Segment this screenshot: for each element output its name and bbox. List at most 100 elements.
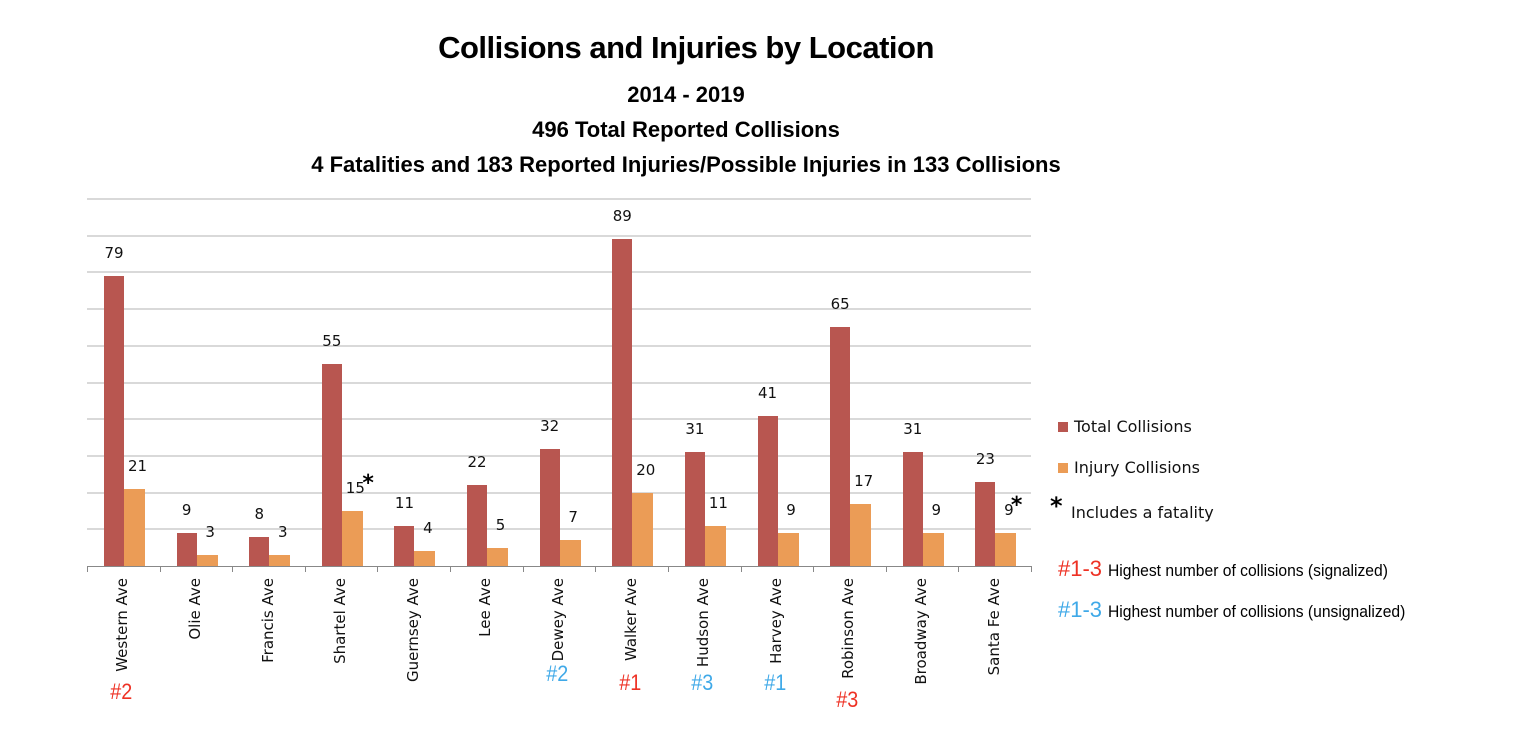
category-label: Olie Ave xyxy=(185,578,204,640)
data-label: 20 xyxy=(636,460,656,479)
gridline xyxy=(87,308,1031,311)
data-label: 9 xyxy=(931,500,942,519)
category-label: Western Ave xyxy=(113,578,132,672)
x-axis-tick xyxy=(741,566,742,572)
bar-injury-collisions xyxy=(124,488,145,566)
rank-label: #1 xyxy=(618,670,641,695)
x-axis-tick xyxy=(813,566,814,572)
fatality-star-icon: * xyxy=(1050,492,1063,520)
gridline xyxy=(87,271,1031,274)
bar-total-collisions xyxy=(975,481,996,566)
x-axis-tick xyxy=(668,566,669,572)
legend-fatality-note: Includes a fatality xyxy=(1071,503,1214,522)
data-label: 9 xyxy=(181,500,192,519)
bar-total-collisions xyxy=(757,415,778,566)
rank-label: #2 xyxy=(546,661,569,687)
bar-injury-collisions xyxy=(632,492,654,566)
x-axis-tick xyxy=(450,566,451,572)
bar-total-collisions xyxy=(249,536,270,566)
legend-unsignalized-code: #1-3 xyxy=(1058,597,1103,622)
bar-injury-collisions xyxy=(269,554,291,566)
legend-swatch-total xyxy=(1058,421,1068,432)
x-axis-tick xyxy=(160,566,161,572)
data-label: 23 xyxy=(975,449,995,468)
bar-injury-collisions xyxy=(559,540,581,566)
category-label: Walker Ave xyxy=(621,578,640,662)
legend-unsignalized: #1-3 Highest number of collisions (unsig… xyxy=(1058,597,1431,623)
x-axis-tick xyxy=(87,566,88,572)
data-label: 7 xyxy=(568,508,578,527)
data-label: 11 xyxy=(394,493,414,512)
bar-total-collisions xyxy=(104,276,124,566)
category-label: Broadway Ave xyxy=(912,578,931,685)
data-label: 79 xyxy=(104,244,124,263)
bar-injury-collisions xyxy=(704,525,726,566)
data-label: 55 xyxy=(322,332,342,351)
category-label: Harvey Ave xyxy=(766,578,785,664)
x-axis-tick xyxy=(232,566,233,572)
data-label: 21 xyxy=(127,456,148,475)
gridline xyxy=(87,418,1031,421)
data-label: 31 xyxy=(685,420,705,439)
x-axis-tick xyxy=(377,566,378,572)
fatality-star-icon: * xyxy=(362,470,374,496)
chart-summary: 4 Fatalities and 183 Reported Injuries/P… xyxy=(311,152,1061,177)
x-axis-tick xyxy=(595,566,596,572)
data-label: 89 xyxy=(612,207,632,226)
bar-total-collisions xyxy=(467,485,488,566)
legend-item-injury: Injury Collisions xyxy=(1058,458,1200,477)
category-label: Robinson Ave xyxy=(839,578,858,679)
bar-injury-collisions xyxy=(487,547,509,566)
bar-total-collisions xyxy=(394,525,415,566)
legend-label-injury: Injury Collisions xyxy=(1074,458,1200,477)
chart-period: 2014 - 2019 xyxy=(627,82,745,107)
legend-signalized: #1-3 Highest number of collisions (signa… xyxy=(1058,556,1412,582)
bar-total-collisions xyxy=(612,239,633,566)
x-axis-tick xyxy=(1031,566,1032,572)
rank-label: #1 xyxy=(764,670,787,695)
data-label: 41 xyxy=(757,383,778,402)
category-label: Santa Fe Ave xyxy=(984,578,1003,676)
category-label: Francis Ave xyxy=(258,578,277,663)
category-label: Dewey Ave xyxy=(549,578,567,662)
bar-injury-collisions xyxy=(341,510,363,566)
bar-injury-collisions xyxy=(196,554,218,566)
category-label: Hudson Ave xyxy=(694,578,713,668)
bar-injury-collisions xyxy=(850,503,872,566)
data-label: 3 xyxy=(277,522,288,541)
data-label: 3 xyxy=(205,522,215,541)
x-axis-tick xyxy=(958,566,959,572)
fatality-star-icon: * xyxy=(1010,492,1023,518)
data-label: 4 xyxy=(423,519,433,538)
legend-swatch-injury xyxy=(1058,462,1068,473)
gridline xyxy=(87,198,1031,200)
bar-total-collisions xyxy=(830,327,851,566)
rank-label: #2 xyxy=(110,678,133,704)
bar-total-collisions xyxy=(684,452,705,566)
gridline xyxy=(87,344,1031,347)
bar-total-collisions xyxy=(176,532,197,566)
category-label: Lee Ave xyxy=(476,578,495,637)
data-label: 5 xyxy=(495,515,506,534)
legend-label-total: Total Collisions xyxy=(1074,417,1192,436)
x-axis-tick xyxy=(886,566,887,572)
data-label: 65 xyxy=(830,295,850,314)
bar-injury-collisions xyxy=(777,532,799,566)
chart-total: 496 Total Reported Collisions xyxy=(532,117,840,142)
category-label: Shartel Ave xyxy=(331,578,350,664)
legend-item-total: Total Collisions xyxy=(1058,417,1192,436)
x-axis xyxy=(87,566,1031,567)
data-label: 15 xyxy=(345,478,365,497)
bar-total-collisions xyxy=(321,364,342,566)
legend-signalized-code: #1-3 xyxy=(1058,556,1103,581)
gridline xyxy=(87,381,1031,384)
bar-injury-collisions xyxy=(922,532,944,566)
data-label: 9 xyxy=(1004,500,1014,519)
x-axis-tick xyxy=(523,566,524,572)
bar-injury-collisions xyxy=(414,551,436,566)
gridline xyxy=(87,234,1031,237)
data-label: 31 xyxy=(903,420,923,439)
data-label: 8 xyxy=(254,504,264,523)
x-axis-tick xyxy=(305,566,306,572)
